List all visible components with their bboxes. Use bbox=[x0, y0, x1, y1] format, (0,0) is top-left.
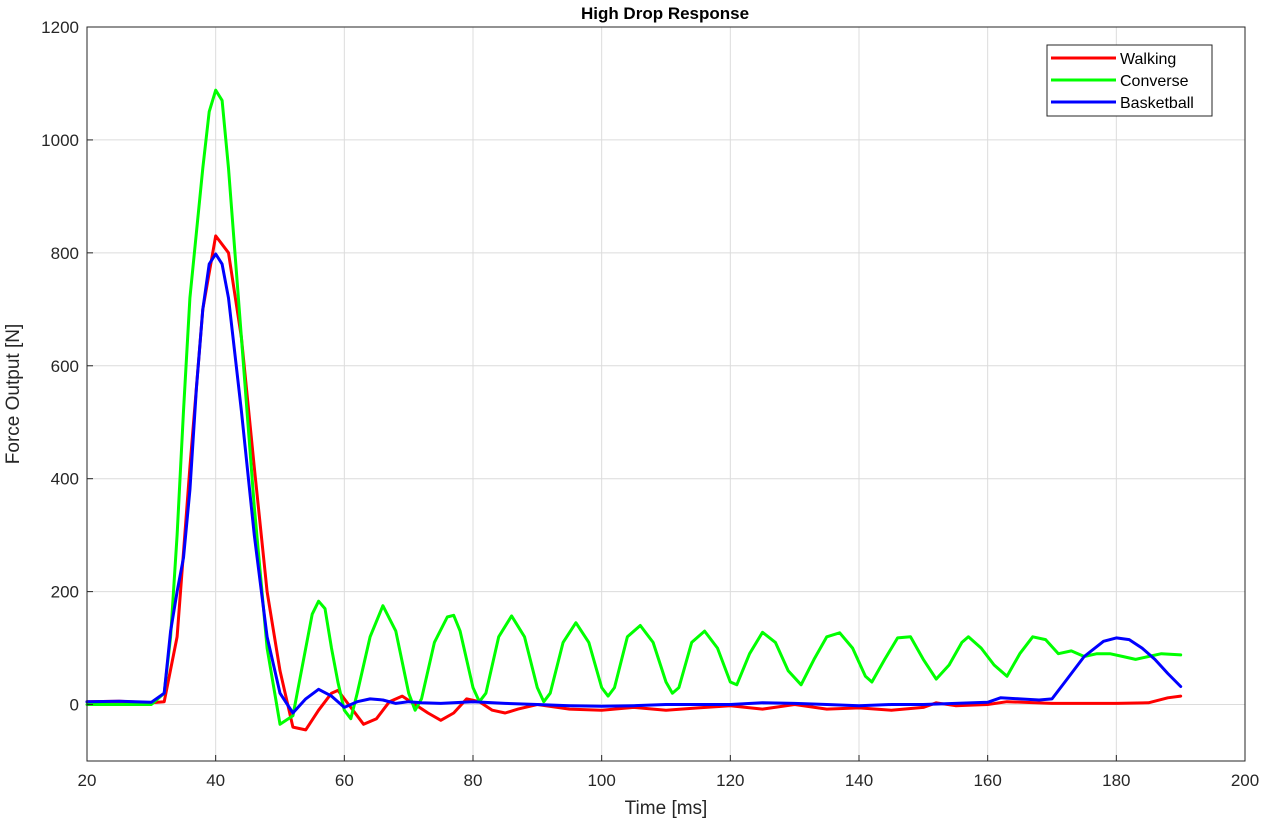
legend-label-basketball: Basketball bbox=[1120, 95, 1194, 112]
y-axis: 0 200 400 600 800 1000 1200 bbox=[41, 18, 93, 715]
y-tick-label: 0 bbox=[70, 696, 79, 715]
y-tick-label: 400 bbox=[51, 470, 79, 489]
x-tick-label: 140 bbox=[845, 771, 873, 790]
x-tick-label: 80 bbox=[464, 771, 483, 790]
y-axis-label: Force Output [N] bbox=[3, 324, 24, 464]
plot-area bbox=[85, 26, 1246, 762]
chart-title: High Drop Response bbox=[581, 4, 749, 23]
x-tick-label: 20 bbox=[78, 771, 97, 790]
x-tick-label: 160 bbox=[973, 771, 1001, 790]
legend-label-converse: Converse bbox=[1120, 73, 1189, 90]
y-tick-label: 200 bbox=[51, 583, 79, 602]
y-tick-label: 1200 bbox=[41, 18, 79, 37]
series-line-converse bbox=[85, 88, 1183, 726]
grid-vertical bbox=[86, 27, 1246, 761]
x-tick-label: 60 bbox=[335, 771, 354, 790]
y-tick-label: 1000 bbox=[41, 131, 79, 150]
x-tick-label: 200 bbox=[1231, 771, 1259, 790]
plot-background bbox=[87, 27, 1245, 761]
x-tick-label: 180 bbox=[1102, 771, 1130, 790]
series-layer bbox=[85, 88, 1183, 732]
x-axis-label: Time [ms] bbox=[625, 798, 708, 819]
x-tick-label: 40 bbox=[206, 771, 225, 790]
series-line-basketball bbox=[85, 252, 1183, 715]
y-tick-label: 800 bbox=[51, 244, 79, 263]
legend-label-walking: Walking bbox=[1120, 51, 1176, 68]
y-tick-label: 600 bbox=[51, 357, 79, 376]
x-axis: 20 40 60 80 100 120 140 160 180 200 bbox=[78, 755, 1259, 790]
plot-frame bbox=[86, 26, 1246, 762]
x-tick-label: 120 bbox=[716, 771, 744, 790]
legend: Walking Converse Basketball bbox=[1046, 44, 1213, 117]
x-tick-label: 100 bbox=[587, 771, 615, 790]
